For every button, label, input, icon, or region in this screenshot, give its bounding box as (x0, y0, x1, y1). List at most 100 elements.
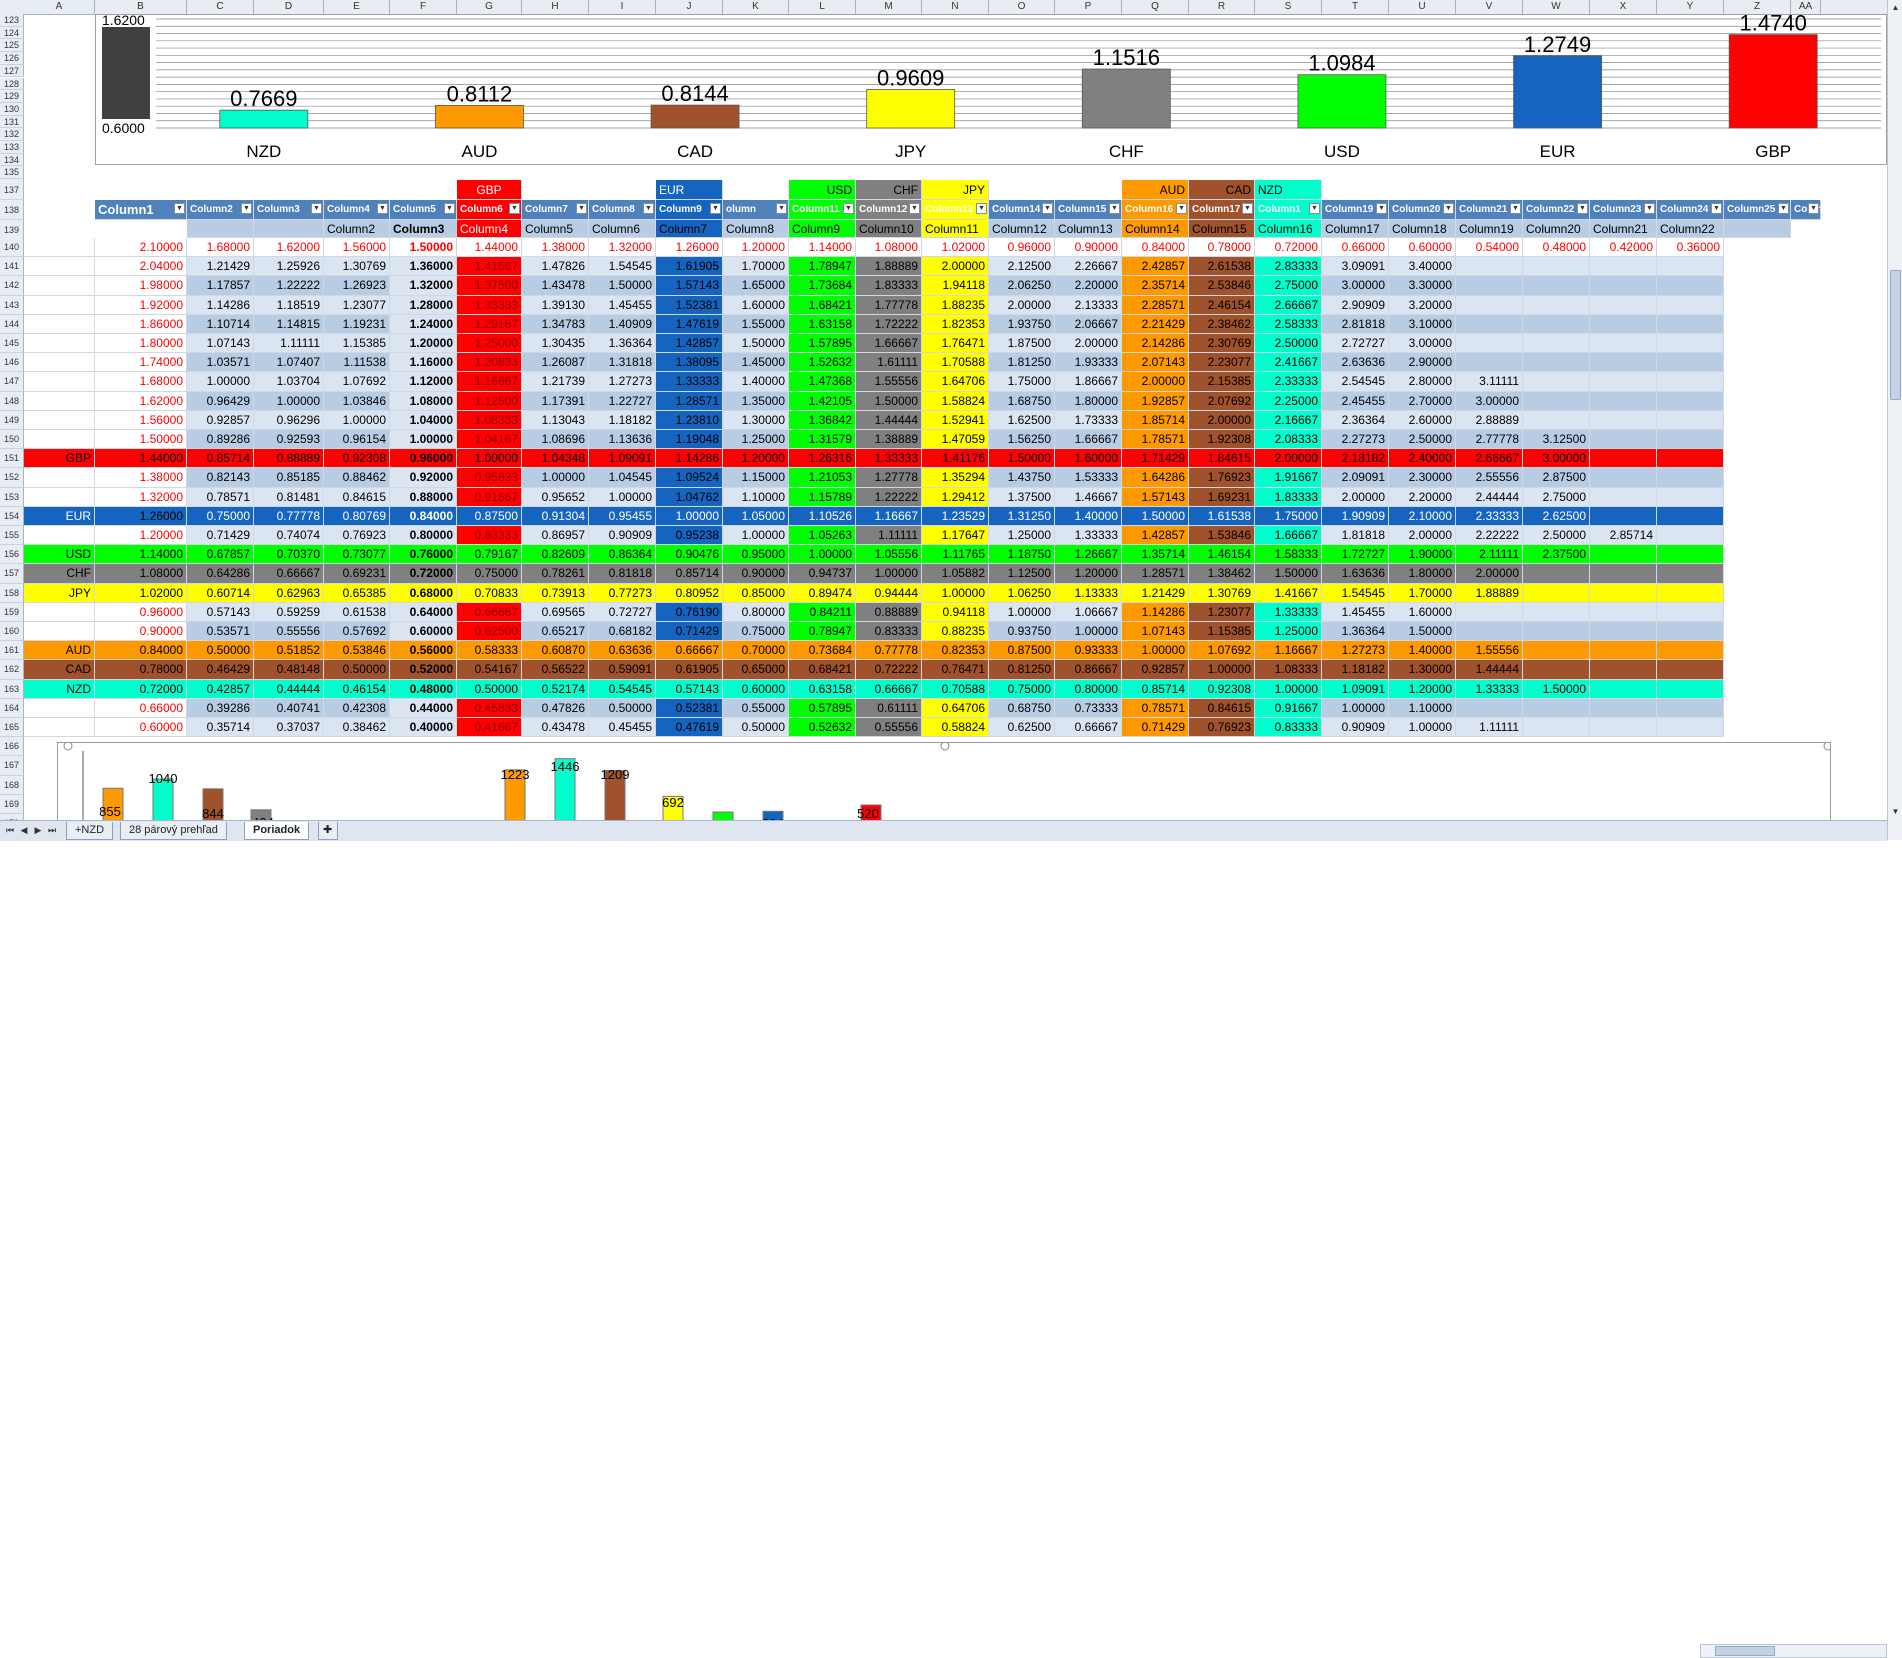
sub-header-cell[interactable]: Column15 (1189, 220, 1255, 238)
scroll-up-icon[interactable]: ▲ (1891, 3, 1900, 12)
value-cell[interactable]: 1.26087 (522, 353, 589, 373)
column-header[interactable]: C (187, 0, 254, 14)
value-cell[interactable]: 0.81250 (989, 660, 1055, 680)
value-cell[interactable] (1590, 545, 1657, 565)
currency-marker-nzd[interactable]: NZD (1255, 180, 1322, 200)
value-cell[interactable]: 0.50000 (324, 660, 390, 680)
column-header[interactable]: H (522, 0, 589, 14)
filter-dropdown-icon[interactable]: ▼ (1376, 203, 1387, 214)
value-cell[interactable]: 1.19231 (324, 314, 390, 334)
row-header[interactable]: 163 (0, 679, 24, 699)
value-cell[interactable]: 0.52000 (390, 660, 457, 680)
value-cell[interactable]: 1.60000 (723, 295, 789, 315)
value-cell[interactable]: 1.54545 (1322, 583, 1389, 603)
value-cell[interactable]: 2.40000 (1389, 449, 1456, 469)
value-cell[interactable]: 0.41667 (457, 718, 522, 738)
row-header[interactable]: 145 (0, 334, 24, 354)
column-header[interactable]: M (856, 0, 922, 14)
value-cell[interactable]: 0.62500 (457, 622, 522, 642)
value-cell[interactable]: 1.38462 (1189, 564, 1255, 584)
value-cell[interactable]: 1.14286 (656, 449, 723, 469)
filter-dropdown-icon[interactable]: ▼ (1176, 203, 1187, 214)
value-cell[interactable]: 0.58824 (922, 718, 989, 738)
value-cell[interactable]: 0.53846 (324, 641, 390, 661)
value-cell[interactable] (1590, 622, 1657, 642)
value-cell[interactable]: 1.64706 (922, 372, 989, 392)
value-cell[interactable]: 2.06667 (1055, 314, 1122, 334)
row-header[interactable]: 137 (0, 180, 24, 200)
value-cell[interactable]: 0.75000 (457, 564, 522, 584)
value-cell[interactable] (1523, 564, 1590, 584)
value-cell[interactable] (1590, 660, 1657, 680)
column-header[interactable]: E (324, 0, 390, 14)
row-header[interactable]: 142 (0, 276, 24, 296)
value-cell[interactable]: 0.52632 (789, 718, 856, 738)
row-header[interactable]: 124 (0, 26, 24, 40)
value-cell[interactable]: 1.41667 (457, 257, 522, 277)
value-cell[interactable] (1657, 487, 1724, 507)
value-cell[interactable]: 0.69231 (324, 564, 390, 584)
value-cell[interactable]: 0.92593 (254, 430, 324, 450)
value-cell[interactable]: 0.73333 (1055, 698, 1122, 718)
value-cell[interactable]: 1.11111 (856, 526, 922, 546)
value-cell[interactable] (1590, 564, 1657, 584)
row-header[interactable]: 165 (0, 718, 24, 738)
base-value[interactable]: 1.02000 (95, 583, 187, 603)
value-cell[interactable]: 0.54000 (1456, 238, 1523, 258)
value-cell[interactable]: 0.47619 (656, 718, 723, 738)
value-cell[interactable]: 2.13333 (1055, 295, 1122, 315)
value-cell[interactable]: 0.60714 (187, 583, 254, 603)
row-header[interactable]: 159 (0, 602, 24, 622)
value-cell[interactable]: 2.60000 (1389, 410, 1456, 430)
value-cell[interactable]: 0.55000 (723, 698, 789, 718)
value-cell[interactable] (1590, 391, 1657, 411)
value-cell[interactable]: 0.95455 (589, 506, 656, 526)
value-cell[interactable]: 1.00000 (187, 372, 254, 392)
table-header-cell[interactable]: Column13 ▼ (922, 200, 989, 220)
value-cell[interactable]: 1.26316 (789, 449, 856, 469)
value-cell[interactable]: 0.88462 (324, 468, 390, 488)
value-cell[interactable]: 1.00000 (1389, 718, 1456, 738)
base-value[interactable]: 1.74000 (95, 353, 187, 373)
row-header[interactable]: 139 (0, 220, 24, 240)
value-cell[interactable]: 2.70000 (1389, 391, 1456, 411)
value-cell[interactable]: 1.11111 (1456, 718, 1523, 738)
value-cell[interactable]: 1.22222 (254, 276, 324, 296)
value-cell[interactable]: 0.70588 (922, 679, 989, 699)
value-cell[interactable] (1657, 314, 1724, 334)
value-cell[interactable]: 2.08333 (1255, 430, 1322, 450)
value-cell[interactable]: 0.92857 (187, 410, 254, 430)
value-cell[interactable]: 1.05882 (922, 564, 989, 584)
value-cell[interactable]: 1.29167 (457, 314, 522, 334)
value-cell[interactable]: 1.78947 (789, 257, 856, 277)
value-cell[interactable]: 0.57692 (324, 622, 390, 642)
value-cell[interactable] (1523, 276, 1590, 296)
value-cell[interactable]: 1.76471 (922, 334, 989, 354)
value-cell[interactable]: 0.88235 (922, 622, 989, 642)
value-cell[interactable]: 1.36000 (390, 257, 457, 277)
value-cell[interactable]: 0.56000 (390, 641, 457, 661)
column-header[interactable]: O (989, 0, 1055, 14)
value-cell[interactable]: 1.81250 (989, 353, 1055, 373)
value-cell[interactable]: 1.19048 (656, 430, 723, 450)
value-cell[interactable] (1657, 276, 1724, 296)
value-cell[interactable]: 1.55556 (1456, 641, 1523, 661)
base-value[interactable]: 0.96000 (95, 602, 187, 622)
value-cell[interactable]: 0.83333 (457, 526, 522, 546)
value-cell[interactable] (1657, 430, 1724, 450)
value-cell[interactable]: 0.70370 (254, 545, 324, 565)
row-header[interactable]: 151 (0, 449, 24, 469)
value-cell[interactable]: 0.96000 (390, 449, 457, 469)
value-cell[interactable] (1523, 391, 1590, 411)
row-label[interactable]: NZD (24, 679, 95, 699)
row-header[interactable]: 166 (0, 737, 24, 757)
value-cell[interactable]: 0.82353 (922, 641, 989, 661)
value-cell[interactable]: 1.44000 (457, 238, 522, 258)
value-cell[interactable]: 1.32000 (589, 238, 656, 258)
value-cell[interactable]: 1.44444 (856, 410, 922, 430)
value-cell[interactable]: 0.55556 (254, 622, 324, 642)
value-cell[interactable]: 1.07692 (1189, 641, 1255, 661)
value-cell[interactable]: 0.78571 (187, 487, 254, 507)
row-header[interactable]: 156 (0, 545, 24, 565)
value-cell[interactable] (1590, 276, 1657, 296)
